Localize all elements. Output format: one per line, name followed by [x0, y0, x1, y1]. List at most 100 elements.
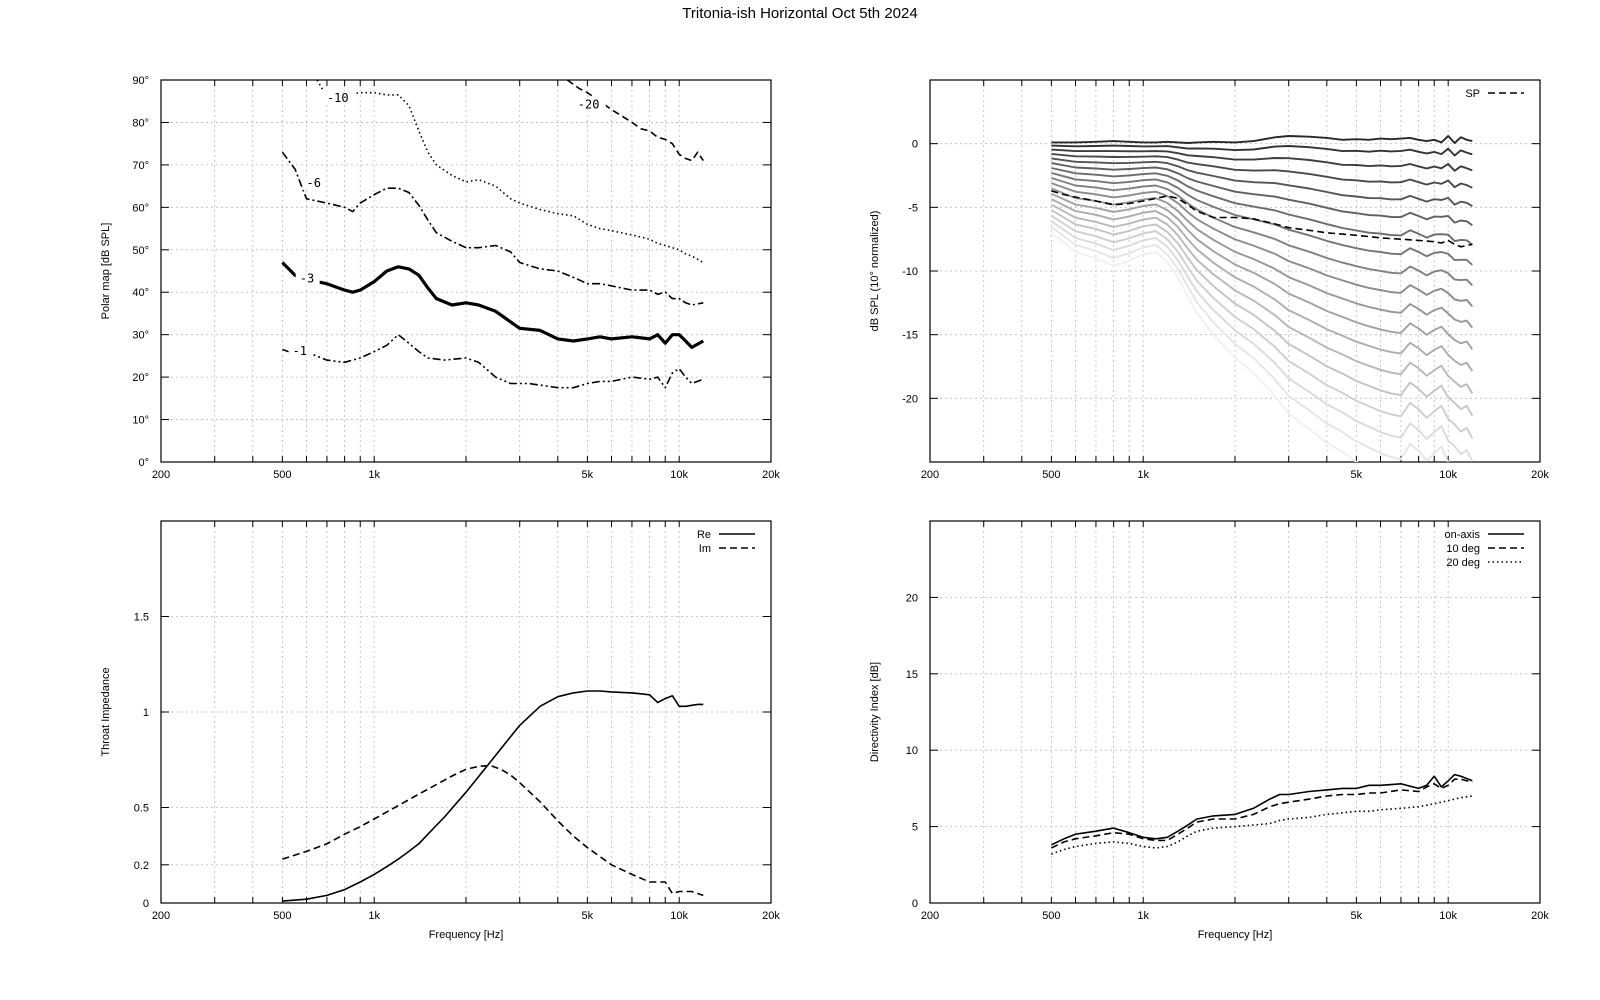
y-tick-label-1: 1 [143, 707, 149, 719]
contour-label-bg [288, 343, 313, 358]
series-line-20-deg [1051, 795, 1473, 855]
y-tick-label-15: 15 [906, 669, 918, 681]
angle-curve-16 [1050, 220, 1474, 462]
x-tick-label-500: 500 [273, 469, 291, 481]
angle-curve-10 [1051, 187, 1474, 329]
x-tick-label-20k: 20k [762, 910, 780, 922]
series-line-6 [281, 151, 704, 306]
x-axis-label: Frequency [Hz] [429, 929, 504, 941]
angle-curve-7 [1051, 171, 1473, 266]
legend-label-10-deg: 10 deg [1446, 543, 1480, 555]
x-tick-label-5k: 5k [582, 910, 594, 922]
legend-label-im: Im [699, 543, 711, 555]
series-line-20 [566, 80, 704, 162]
x-tick-label-10k: 10k [670, 910, 688, 922]
series-line-10 [316, 80, 704, 264]
x-tick-label-1k: 1k [368, 469, 380, 481]
series-group [1050, 135, 1474, 462]
y-tick-label-0: 0° [138, 457, 149, 469]
angle-curve-4 [1051, 157, 1473, 208]
angle-curve-5 [1051, 162, 1473, 226]
x-tick-label-500: 500 [1042, 469, 1060, 481]
angle-curve-9 [1051, 182, 1474, 308]
y-tick-label-20: 20° [132, 372, 149, 384]
series-line-im [282, 764, 704, 897]
x-tick-label-20k: 20k [762, 469, 780, 481]
x-tick-label-500: 500 [1042, 910, 1060, 922]
x-tick-label-10k: 10k [1439, 910, 1457, 922]
x-tick-label-1k: 1k [1137, 910, 1149, 922]
x-tick-label-5k: 5k [1351, 469, 1363, 481]
y-tick-label-30: 30° [132, 330, 149, 342]
angle-curve-1 [1051, 144, 1473, 157]
grid [160, 521, 772, 904]
legend-label-re: Re [697, 529, 711, 541]
x-tick-label-5k: 5k [582, 469, 594, 481]
y-tick-label-20: 20 [906, 592, 918, 604]
angle-curve-14 [1050, 209, 1474, 417]
legend-label-20-deg: 20 deg [1446, 557, 1480, 569]
angle-curve-2 [1051, 148, 1473, 172]
angle-curve-13 [1050, 203, 1474, 394]
x-tick-label-1k: 1k [368, 910, 380, 922]
directivity-index-chart: 200 500 1k 5k 10k 20k 0 5 10 15 20 Directivity Inde… [869, 520, 1549, 941]
series-line-re [282, 690, 704, 902]
plot-frame [160, 79, 772, 463]
contour-label-3: -3 [300, 272, 314, 286]
y-tick-label-50: 50° [132, 245, 149, 257]
y-tick-label-70: 70° [132, 160, 149, 172]
y-axis-label: Polar map [dB SPL] [100, 223, 112, 320]
x-tick-label-10k: 10k [670, 469, 688, 481]
angle-curve-3 [1051, 152, 1473, 189]
throat-impedance-chart: 200 500 1k 5k 10k 20k 0 0.2 0.5 1 1.5 Throat Impeda… [100, 520, 780, 941]
y-axis-label: dB SPL (10° normalized) [869, 211, 881, 332]
angle-curve-12 [1050, 198, 1474, 372]
series-group [281, 80, 705, 389]
x-tick-label-20k: 20k [1531, 910, 1549, 922]
plot-frame [929, 520, 1541, 904]
x-tick-label-200: 200 [921, 469, 939, 481]
y-tick-label-10: 10° [132, 415, 149, 427]
spl-chart: 200 500 1k 5k 10k 20k 0 -5 -10 -15 -20 dB SPL (10° … [869, 79, 1549, 481]
y-tick-label-10: -10 [902, 266, 918, 278]
x-tick-label-200: 200 [152, 469, 170, 481]
x-tick-label-10k: 10k [1439, 469, 1457, 481]
y-axis-label: Directivity Index [dB] [869, 662, 881, 762]
legend-label-sp: SP [1465, 88, 1480, 100]
y-tick-label-0: 0 [912, 898, 918, 910]
y-tick-label-10: 10 [906, 745, 918, 757]
x-tick-label-500: 500 [273, 910, 291, 922]
y-tick-label-20: -20 [902, 393, 918, 405]
series-line-on-axis [1051, 773, 1473, 846]
x-tick-label-1k: 1k [1137, 469, 1149, 481]
y-tick-label-0: 0 [912, 139, 918, 151]
x-axis-label: Frequency [Hz] [1198, 929, 1273, 941]
angle-curve-17 [1050, 226, 1449, 462]
y-tick-label-80: 80° [132, 117, 149, 129]
series-line-10-deg [1051, 778, 1473, 849]
x-tick-label-20k: 20k [1531, 469, 1549, 481]
angle-curve-18 [1050, 232, 1359, 462]
angle-curve-6 [1051, 167, 1473, 246]
y-tick-label-60: 60° [132, 202, 149, 214]
legend-label-on-axis: on-axis [1445, 529, 1481, 541]
contour-label-20: -20 [578, 98, 600, 112]
y-tick-label-90: 90° [132, 75, 149, 87]
angle-curve-0 [1051, 135, 1473, 144]
angle-curve-8 [1051, 177, 1473, 287]
angle-curve-15 [1050, 214, 1474, 439]
series-group [282, 690, 704, 902]
page-title: Tritonia-ish Horizontal Oct 5th 2024 [682, 5, 918, 22]
contour-label-bg [573, 97, 606, 112]
y-tick-label-15: -15 [902, 330, 918, 342]
y-tick-label-5: -5 [908, 202, 918, 214]
angle-curve-11 [1051, 192, 1474, 350]
y-tick-label-0-5: 0.5 [134, 803, 149, 815]
x-tick-label-5k: 5k [1351, 910, 1363, 922]
series-line-1 [282, 333, 704, 389]
contour-label-6: -6 [307, 176, 321, 190]
contour-label-bg [322, 91, 355, 106]
y-tick-label-0-2: 0.2 [134, 860, 149, 872]
y-axis-label: Throat Impedance [100, 667, 112, 756]
